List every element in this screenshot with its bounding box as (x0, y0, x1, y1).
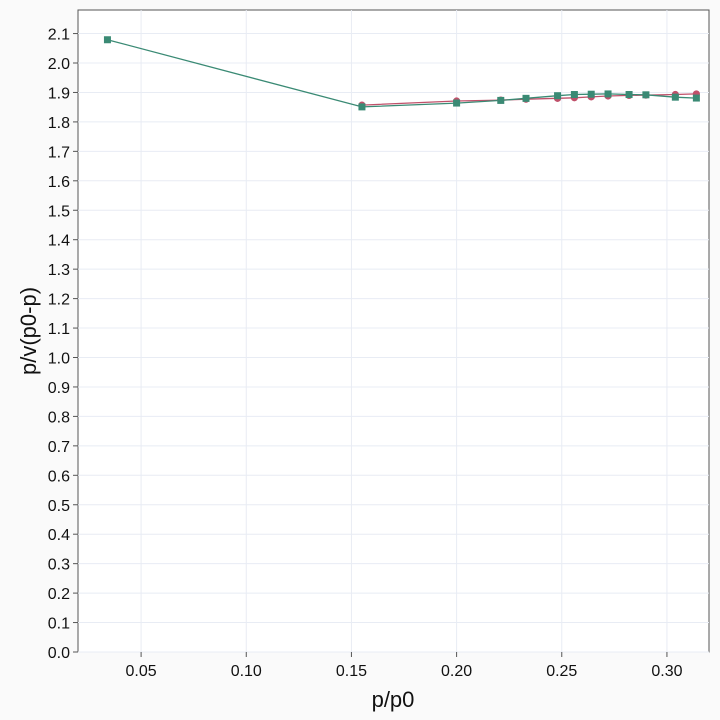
x-axis: 0.05 0.10 0.15 0.20 0.25 0.30 (126, 652, 683, 680)
series-layer (103, 36, 700, 111)
x-tick-label: 0.15 (336, 663, 367, 680)
y-tick-label: 0.7 (48, 439, 70, 456)
x-tick-label: 0.10 (231, 663, 262, 680)
y-tick-label: 1.2 (48, 292, 70, 309)
series-2-point (554, 92, 562, 100)
y-tick-label: 1.7 (48, 144, 70, 161)
series-2-point (587, 90, 595, 98)
y-tick-label: 0.5 (48, 498, 70, 515)
y-tick-label: 1.5 (48, 203, 70, 220)
plot-area (77, 9, 710, 653)
y-tick-label: 2.1 (48, 27, 70, 44)
x-tick-label: 0.05 (126, 663, 157, 680)
y-axis: 0.0 0.1 0.2 0.3 0.4 0.5 0.6 0.7 0.8 0.9 1.0 1.1 1.2 1… (48, 27, 78, 662)
series-2-point (358, 103, 366, 111)
y-tick-label: 0.9 (48, 380, 70, 397)
y-tick-label: 0.0 (48, 645, 70, 662)
x-tick-label: 0.30 (651, 663, 682, 680)
x-axis-title: p/p0 (372, 687, 415, 712)
series-2-point (692, 94, 700, 102)
y-tick-label: 0.6 (48, 468, 70, 485)
series-2-point (522, 94, 530, 102)
series-2-point (497, 96, 505, 104)
series-2-point (625, 91, 633, 99)
series-2-point (103, 36, 111, 44)
series-2-point (671, 93, 679, 101)
series-2-point (642, 91, 650, 99)
y-tick-label: 1.4 (48, 233, 70, 250)
y-tick-label: 0.8 (48, 409, 70, 426)
y-tick-label: 1.1 (48, 321, 70, 338)
y-tick-label: 0.4 (48, 527, 70, 544)
x-tick-label: 0.25 (546, 663, 577, 680)
y-tick-label: 1.3 (48, 262, 70, 279)
grid (78, 10, 709, 653)
series-2-point (604, 90, 612, 98)
y-tick-label: 0.1 (48, 616, 70, 633)
y-tick-label: 0.3 (48, 557, 70, 574)
y-tick-label: 2.0 (48, 56, 70, 73)
series-2-point (453, 99, 461, 107)
y-tick-label: 1.8 (48, 115, 70, 132)
series-2-point (570, 91, 578, 99)
y-axis-title: p/v(p0-p) (16, 287, 41, 375)
y-tick-label: 1.0 (48, 351, 70, 368)
y-tick-label: 0.2 (48, 586, 70, 603)
y-tick-label: 1.6 (48, 174, 70, 191)
y-tick-label: 1.9 (48, 85, 70, 102)
x-tick-label: 0.20 (441, 663, 472, 680)
